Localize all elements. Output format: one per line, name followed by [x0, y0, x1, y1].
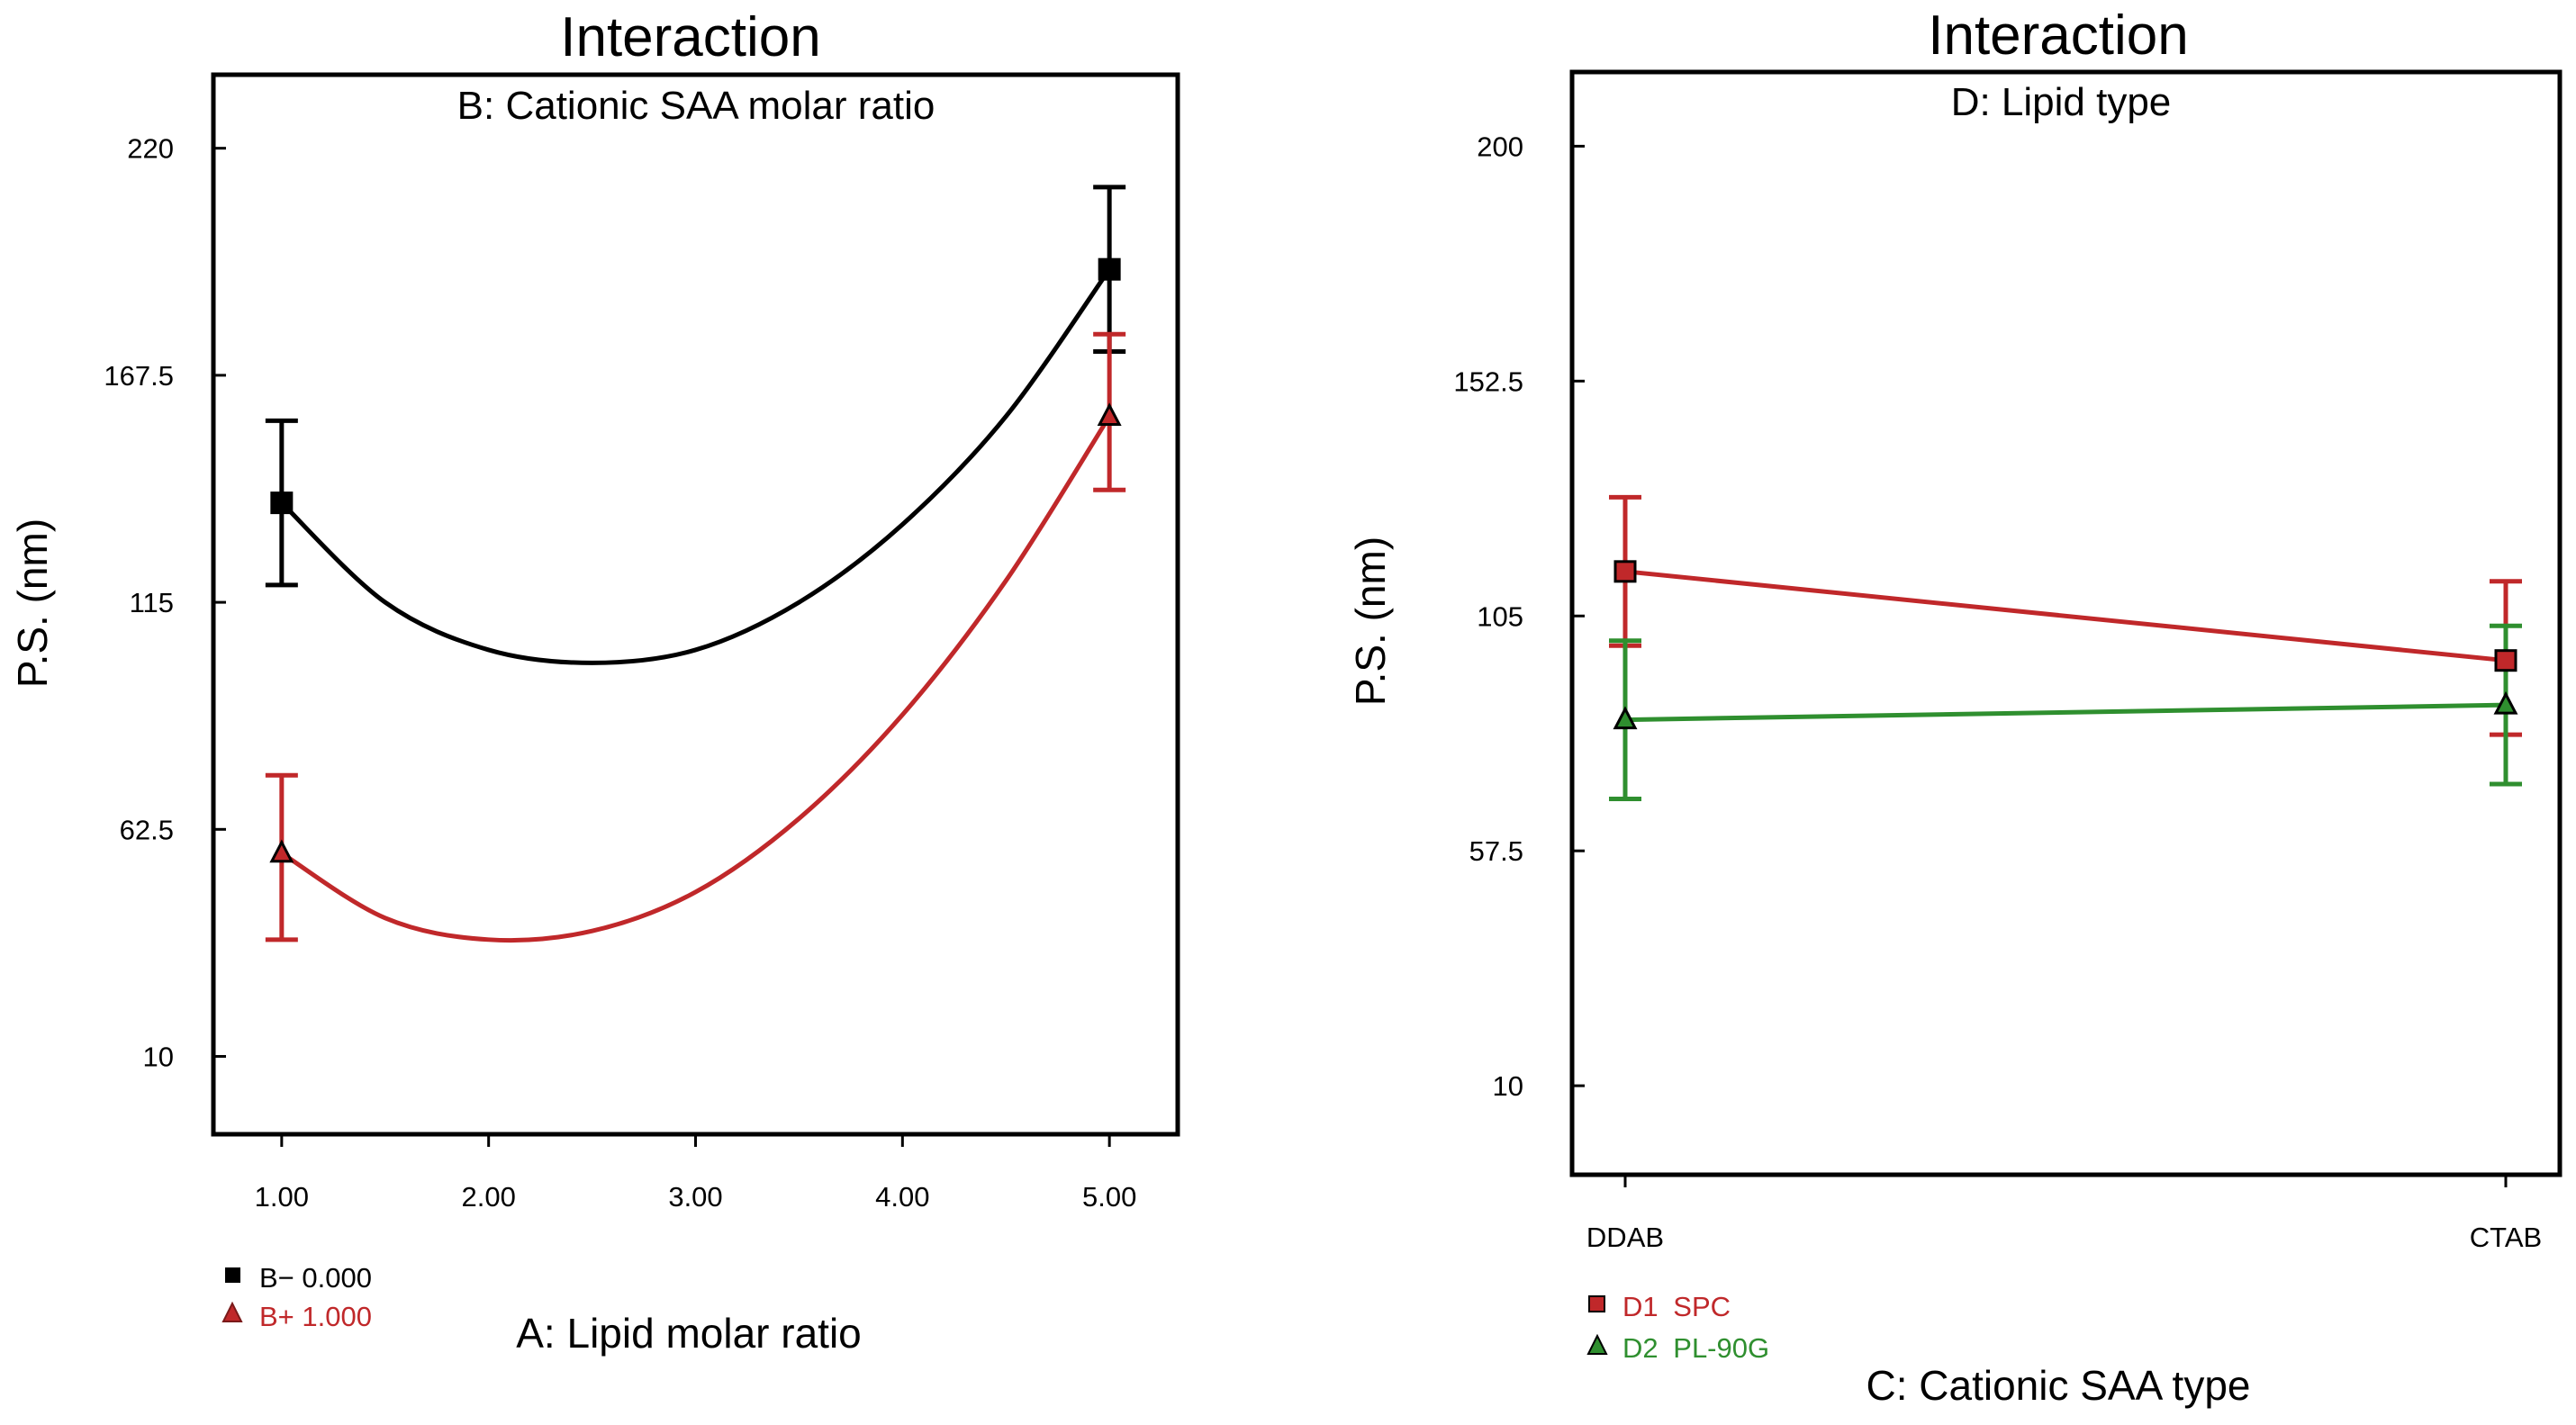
chart-right-ylabel: P.S. (nm) [1347, 537, 1394, 706]
data-point-s0-p0 [270, 492, 294, 515]
chart-right-legend: D1 SPC D2 PL-90G [1586, 1291, 1769, 1364]
ytick-label: 105 [1477, 600, 1523, 632]
chart-right-svg: Interaction D: Lipid type P.S. (nm) C: C… [1347, 5, 2562, 1409]
legend-marker-b-plus [221, 1301, 243, 1322]
ytick-label: 115 [130, 587, 174, 618]
chart-left-svg: Interaction B: Cationic SAA molar ratio … [9, 6, 1180, 1357]
series-line-1 [1624, 702, 2507, 723]
data-point-s0-p1 [2494, 649, 2517, 672]
legend-marker-b-minus [225, 1267, 240, 1283]
chart-left-frame [211, 72, 1180, 1137]
legend-name-d1: SPC [1673, 1291, 1731, 1322]
ytick-label: 200 [1477, 131, 1523, 162]
xtick-label: 5.00 [1082, 1181, 1136, 1213]
xtick-label: CTAB [2470, 1222, 2542, 1253]
xtick-label: 2.00 [461, 1181, 515, 1213]
chart-right-subtitle: D: Lipid type [1951, 80, 2172, 124]
chart-left-legend: B− 0.000 B+ 1.000 [221, 1262, 372, 1332]
ytick-label: 57.5 [1469, 835, 1523, 867]
legend-marker-d1 [1588, 1295, 1605, 1312]
data-point-s0-p0 [1613, 560, 1637, 583]
series-curve-0 [280, 267, 1112, 665]
chart-left-subtitle: B: Cationic SAA molar ratio [457, 84, 935, 128]
series-line-0 [1624, 569, 2507, 663]
xtick-label: 4.00 [875, 1181, 929, 1213]
ytick-label: 152.5 [1453, 365, 1523, 397]
xtick-label: DDAB [1586, 1222, 1664, 1253]
ytick-label: 62.5 [120, 814, 174, 845]
legend-prefix-d1: D1 [1622, 1291, 1659, 1322]
svg-text:D1 SPC: D1 SPC [1622, 1291, 1731, 1322]
legend-marker-d2 [1586, 1333, 1608, 1355]
xtick-label: 3.00 [668, 1181, 722, 1213]
svg-text:D2 PL-90G: D2 PL-90G [1622, 1332, 1769, 1364]
xtick-label: 1.00 [255, 1181, 309, 1213]
data-point-s1-p1 [1097, 402, 1122, 427]
legend-label-b-plus: B+ 1.000 [259, 1301, 372, 1332]
data-point-s1-p1 [2493, 690, 2518, 715]
series-curve-1 [280, 415, 1112, 943]
data-point-s0-p1 [1098, 257, 1121, 281]
data-point-s1-p0 [269, 839, 294, 863]
interaction-chart-left: Interaction B: Cationic SAA molar ratio … [0, 0, 1207, 1425]
legend-prefix-d2: D2 [1622, 1332, 1659, 1364]
chart-right-title: Interaction [1928, 5, 2189, 67]
chart-left-title: Interaction [560, 6, 821, 68]
legend-label-b-minus: B− 0.000 [259, 1262, 372, 1294]
legend-name-d2: PL-90G [1673, 1332, 1769, 1364]
chart-left-ylabel: P.S. (nm) [9, 519, 56, 688]
chart-right-frame [1569, 69, 2562, 1177]
data-point-s1-p0 [1613, 706, 1638, 730]
ytick-label: 220 [127, 133, 174, 165]
ytick-label: 10 [1493, 1070, 1523, 1102]
chart-left-xlabel: A: Lipid molar ratio [516, 1310, 862, 1357]
ytick-label: 10 [143, 1042, 174, 1073]
ytick-label: 167.5 [104, 360, 174, 392]
chart-right-xlabel: C: Cationic SAA type [1866, 1362, 2251, 1409]
interaction-chart-right: Interaction D: Lipid type P.S. (nm) C: C… [1333, 0, 2576, 1425]
